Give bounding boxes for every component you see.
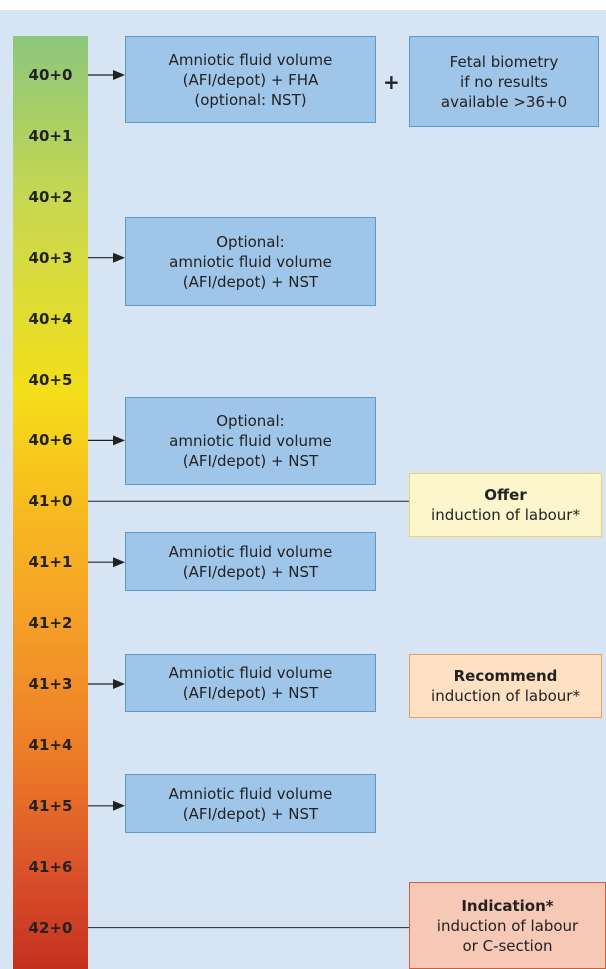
week-label: 40+5: [28, 370, 73, 389]
week-label: 41+2: [28, 614, 73, 633]
biometry-box: Fetal biometry if no results available >36…: [409, 36, 599, 127]
text-line: (AFI/depot) + NST: [182, 684, 319, 702]
step-box: Amniotic fluid volume (AFI/depot) + NST: [125, 532, 376, 591]
plus-sign: +: [383, 70, 400, 94]
week-label: 41+1: [28, 553, 73, 572]
text-line: if no results: [460, 72, 548, 91]
text-line: induction of labour*: [431, 687, 580, 705]
text-line: (AFI/depot) + FHA: [182, 70, 319, 89]
step-box: Optional: amniotic fluid volume (AFI/depot…: [125, 217, 376, 306]
text-line: amniotic fluid volume: [169, 252, 332, 271]
text-line: Offer: [484, 486, 527, 504]
text-line: (AFI/depot) + NST: [182, 272, 319, 291]
text-line: Amniotic fluid volume: [168, 784, 333, 803]
step-box: Amniotic fluid volume (AFI/depot) + NST: [125, 654, 376, 712]
text-line: Amniotic fluid volume: [168, 664, 333, 682]
week-label: 41+0: [28, 492, 73, 511]
text-line: Amniotic fluid volume: [168, 542, 333, 561]
arrow-head: [113, 70, 125, 80]
text-line: Indication*: [461, 896, 554, 915]
arrow-head: [113, 557, 125, 568]
gestation-bar: [13, 36, 88, 969]
induction-box: Indication* induction of labour or C-secti…: [409, 882, 606, 969]
induction-box: Offer induction of labour*: [409, 473, 602, 537]
week-label: 40+1: [28, 126, 73, 145]
week-label: 40+6: [28, 431, 73, 450]
text-line: induction of labour*: [431, 506, 580, 524]
step-box: Amniotic fluid volume (AFI/depot) + FHA (o…: [125, 36, 376, 123]
week-label: 40+3: [28, 248, 73, 267]
week-label: 41+5: [28, 796, 73, 815]
week-label: 40+4: [28, 309, 73, 328]
step-box: Optional: amniotic fluid volume (AFI/depot…: [125, 397, 376, 485]
text-line: induction of labour: [436, 916, 579, 935]
week-label: 42+0: [28, 918, 73, 937]
step-box: Amniotic fluid volume (AFI/depot) + NST: [125, 774, 376, 833]
text-line: (optional: NST): [194, 90, 307, 109]
arrow-head: [113, 252, 125, 263]
text-line: available >36+0: [440, 92, 568, 111]
text-line: Recommend: [453, 667, 558, 685]
week-label: 41+6: [28, 857, 73, 876]
text-line: or C-section: [462, 936, 553, 955]
text-line: (AFI/depot) + NST: [182, 804, 319, 823]
text-line: Optional:: [216, 232, 285, 251]
text-line: Fetal biometry: [449, 52, 559, 71]
text-line: Optional:: [216, 412, 285, 430]
text-line: Amniotic fluid volume: [168, 50, 333, 69]
text-line: (AFI/depot) + NST: [182, 452, 319, 470]
arrow-head: [113, 435, 125, 446]
week-label: 41+4: [28, 735, 73, 754]
week-label: 40+0: [28, 66, 73, 84]
text-line: (AFI/depot) + NST: [182, 562, 319, 581]
induction-box: Recommend induction of labour*: [409, 654, 602, 718]
week-label: 41+3: [28, 675, 73, 693]
arrow-head: [113, 679, 125, 689]
text-line: amniotic fluid volume: [169, 432, 332, 450]
week-label: 40+2: [28, 187, 73, 206]
arrow-head: [113, 800, 125, 811]
